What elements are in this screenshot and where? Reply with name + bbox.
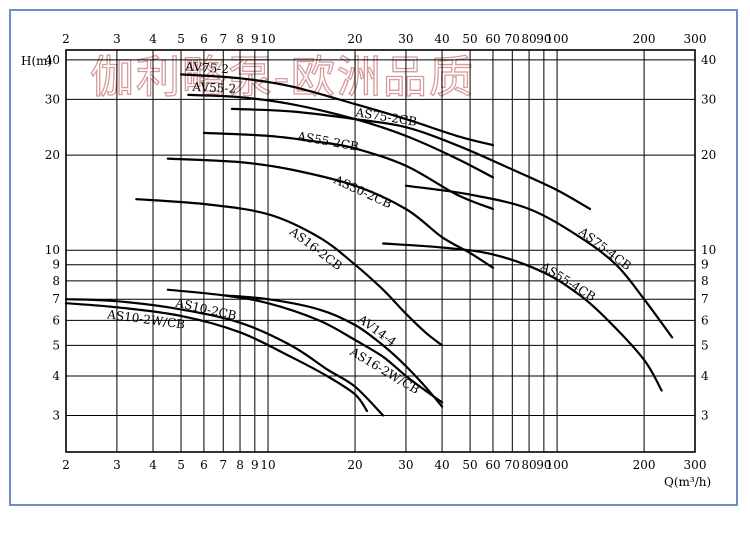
y-tick-label-left: 30: [45, 92, 60, 106]
y-tick-label-left: 9: [52, 258, 60, 272]
curve-as16-2w-cb: [166, 288, 444, 404]
x-tick-label-top: 70: [505, 32, 520, 46]
x-tick-label-bottom: 200: [633, 458, 656, 472]
x-tick-label-top: 30: [398, 32, 413, 46]
y-tick-label-left: 7: [52, 292, 60, 306]
y-tick-label-right: 4: [701, 369, 709, 383]
chart-frame: [9, 9, 738, 506]
x-tick-label-top: 9: [251, 32, 259, 46]
x-tick-label-bottom: 100: [546, 458, 569, 472]
x-tick-label-bottom: 3: [113, 458, 121, 472]
x-tick-label-bottom: 300: [684, 458, 707, 472]
x-axis-label: Q(m³/h): [664, 475, 711, 489]
series-label: AS55-4CB: [537, 259, 598, 305]
x-tick-label-top: 200: [633, 32, 656, 46]
x-tick-label-top: 6: [200, 32, 208, 46]
y-tick-label-left: 5: [52, 338, 60, 352]
series-curves: [64, 73, 674, 417]
y-tick-label-right: 20: [701, 148, 716, 162]
y-tick-label-left: 40: [45, 53, 60, 67]
y-tick-label-right: 10: [701, 243, 716, 257]
y-tick-label-right: 3: [701, 409, 709, 423]
curve-as55-4cb: [382, 242, 663, 392]
x-tick-label-top: 300: [684, 32, 707, 46]
grid: [65, 50, 696, 452]
x-tick-label-bottom: 7: [219, 458, 227, 472]
series-label: AV55-2: [191, 80, 236, 96]
x-tick-label-bottom: 8: [236, 458, 244, 472]
curve-as10-2w-cb: [64, 302, 369, 413]
plot-area-border: [65, 49, 696, 453]
y-tick-label-left: 3: [52, 409, 60, 423]
x-tick-label-top: 7: [219, 32, 227, 46]
x-tick-label-bottom: 5: [177, 458, 185, 472]
series-label: AS30-2CB: [331, 172, 394, 211]
x-tick-label-bottom: 10: [260, 458, 275, 472]
curve-as75-4cb: [404, 184, 674, 339]
x-tick-label-bottom: 90: [536, 458, 551, 472]
x-tick-label-top: 90: [536, 32, 551, 46]
y-tick-label-left: 20: [45, 148, 60, 162]
tick-labels: 2233445566778899101020203030404050506060…: [45, 32, 717, 472]
x-tick-label-top: 40: [434, 32, 449, 46]
y-tick-label-left: 10: [45, 243, 60, 257]
curve-as16-2cb: [135, 198, 444, 347]
curve-as75-2cb: [230, 107, 592, 211]
curve-as55-2cb: [202, 131, 495, 211]
y-tick-label-left: 4: [52, 369, 60, 383]
y-tick-label-right: 8: [701, 274, 709, 288]
x-tick-label-top: 20: [347, 32, 362, 46]
x-tick-label-top: 5: [177, 32, 185, 46]
series-labels: AV75-2AV55-2AS75-2CBAS55-2CBAS30-2CBAS16…: [106, 59, 634, 397]
series-label: AS75-4CB: [575, 224, 634, 273]
x-tick-label-bottom: 30: [398, 458, 413, 472]
x-tick-label-bottom: 50: [462, 458, 477, 472]
x-tick-label-bottom: 40: [434, 458, 449, 472]
x-tick-label-bottom: 80: [521, 458, 536, 472]
series-label: AS55-2CB: [295, 129, 360, 154]
curve-av75-2: [179, 73, 495, 147]
y-tick-label-right: 5: [701, 338, 709, 352]
x-tick-label-bottom: 2: [62, 458, 70, 472]
x-tick-label-top: 50: [462, 32, 477, 46]
x-tick-label-top: 2: [62, 32, 70, 46]
x-tick-label-top: 4: [149, 32, 157, 46]
y-tick-label-right: 40: [701, 53, 716, 67]
x-tick-label-top: 3: [113, 32, 121, 46]
x-tick-label-top: 80: [521, 32, 536, 46]
x-tick-label-bottom: 6: [200, 458, 208, 472]
y-tick-label-left: 6: [52, 313, 60, 327]
x-tick-label-bottom: 4: [149, 458, 157, 472]
series-label: AV75-2: [184, 59, 230, 76]
y-tick-label-right: 9: [701, 258, 709, 272]
y-tick-label-right: 30: [701, 92, 716, 106]
x-tick-label-bottom: 70: [505, 458, 520, 472]
curve-as10-2cb: [64, 298, 385, 417]
x-tick-label-top: 100: [546, 32, 569, 46]
x-tick-label-top: 10: [260, 32, 275, 46]
x-tick-label-top: 8: [236, 32, 244, 46]
x-tick-label-bottom: 20: [347, 458, 362, 472]
y-tick-label-left: 8: [52, 274, 60, 288]
curve-av14-4: [222, 294, 444, 408]
y-tick-label-right: 6: [701, 313, 709, 327]
x-tick-label-bottom: 60: [485, 458, 500, 472]
y-tick-label-right: 7: [701, 292, 709, 306]
y-axis-label: H(m): [21, 54, 52, 68]
x-tick-label-bottom: 9: [251, 458, 259, 472]
series-label: AS75-2CB: [354, 105, 418, 129]
x-tick-label-top: 60: [485, 32, 500, 46]
